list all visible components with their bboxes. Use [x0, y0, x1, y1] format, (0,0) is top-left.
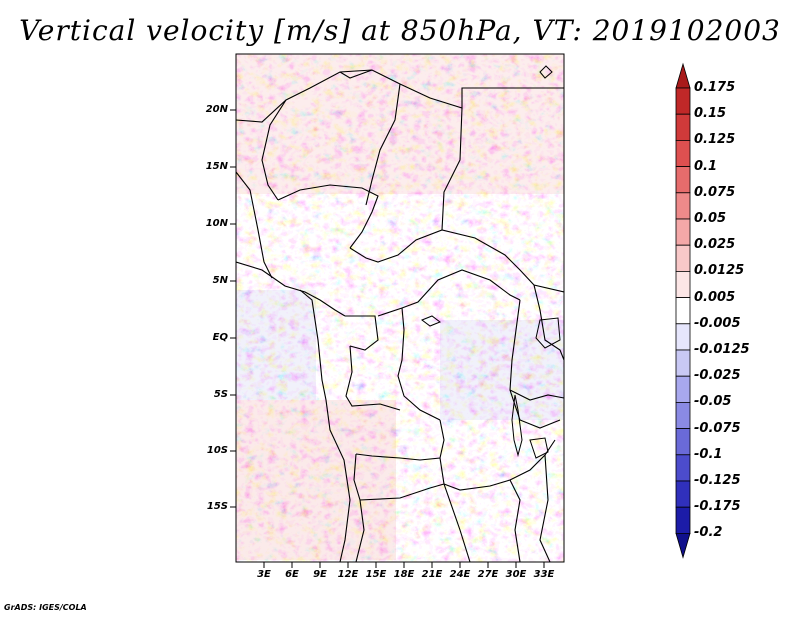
colorbar-tick-label: 0.05	[694, 211, 727, 226]
colorbar-tick-label: -0.1	[694, 446, 723, 462]
colorbar-tick-label: -0.0125	[694, 342, 750, 357]
colorbar-swatch	[675, 218, 691, 246]
lat-label: 5N	[212, 275, 228, 286]
chart-title: Vertical velocity [m/s] at 850hPa, VT: 2…	[19, 14, 781, 47]
lon-label: 21E	[421, 569, 443, 580]
lon-label: 15E	[365, 569, 387, 580]
colorbar-swatch	[675, 297, 691, 325]
lat-label: 10N	[205, 218, 228, 229]
lat-label: 5S	[213, 389, 228, 400]
colorbar-tick-label: -0.005	[694, 315, 741, 331]
colorbar-swatch	[675, 454, 691, 482]
colorbar-tick-label: -0.175	[694, 499, 741, 515]
colorbar-swatch	[675, 113, 691, 141]
colorbar-tick-label: -0.125	[694, 473, 741, 488]
colorbar-swatch	[675, 270, 691, 298]
lat-label: EQ	[212, 332, 228, 343]
colorbar-swatch	[675, 139, 691, 167]
colorbar-tick-label: 0.025	[694, 237, 736, 253]
colorbar-tick-label: 0.005	[694, 289, 736, 305]
colorbar-swatch	[675, 323, 691, 351]
colorbar-tick-label: 0.15	[694, 106, 727, 122]
colorbar-tick-label: 0.075	[694, 184, 736, 200]
lat-label: 20N	[205, 104, 228, 115]
colorbar-swatch	[675, 244, 691, 272]
lon-label: 18E	[393, 569, 415, 580]
lon-ticks	[263, 562, 545, 568]
lat-label: 15N	[205, 161, 228, 172]
colorbar-tick-label: -0.075	[694, 420, 741, 436]
colorbar-swatch	[675, 375, 691, 403]
colorbar-tick-label: -0.05	[694, 394, 732, 410]
lon-label: 12E	[337, 569, 359, 580]
lon-label: 6E	[285, 569, 299, 580]
country-boundaries	[236, 69, 564, 562]
colorbar	[675, 62, 691, 559]
colorbar-tick-label: -0.025	[694, 368, 741, 384]
colorbar-swatch	[675, 506, 691, 534]
velocity-field	[236, 54, 564, 562]
lon-label: 9E	[313, 569, 327, 580]
colorbar-bottom-arrow	[675, 533, 691, 559]
lake-outlines	[420, 65, 561, 459]
colorbar-swatch	[675, 87, 691, 115]
colorbar-tick-label: -0.2	[694, 525, 723, 541]
lon-label: 24E	[449, 569, 471, 580]
colorbar-tick-label: 0.1	[694, 158, 718, 174]
lat-label: 10S	[206, 445, 228, 456]
colorbar-swatch	[675, 428, 691, 456]
colorbar-swatch	[675, 480, 691, 508]
lon-label: 33E	[533, 569, 555, 580]
lat-label: 15S	[206, 501, 228, 512]
lat-ticks	[230, 109, 236, 508]
colorbar-swatch	[675, 349, 691, 377]
lon-label: 27E	[477, 569, 499, 580]
colorbar-tick-label: 0.0125	[694, 263, 745, 279]
colorbar-swatch	[675, 401, 691, 429]
colorbar-swatch	[675, 166, 691, 194]
colorbar-top-arrow	[675, 62, 691, 89]
lon-label: 3E	[257, 569, 271, 580]
map-frame	[235, 53, 565, 563]
lon-label: 30E	[505, 569, 527, 580]
colorbar-tick-label: 0.125	[694, 132, 736, 148]
footer-credit: GrADS: IGES/COLA	[4, 603, 87, 612]
colorbar-tick-label: 0.175	[694, 80, 736, 95]
colorbar-swatch	[675, 192, 691, 220]
